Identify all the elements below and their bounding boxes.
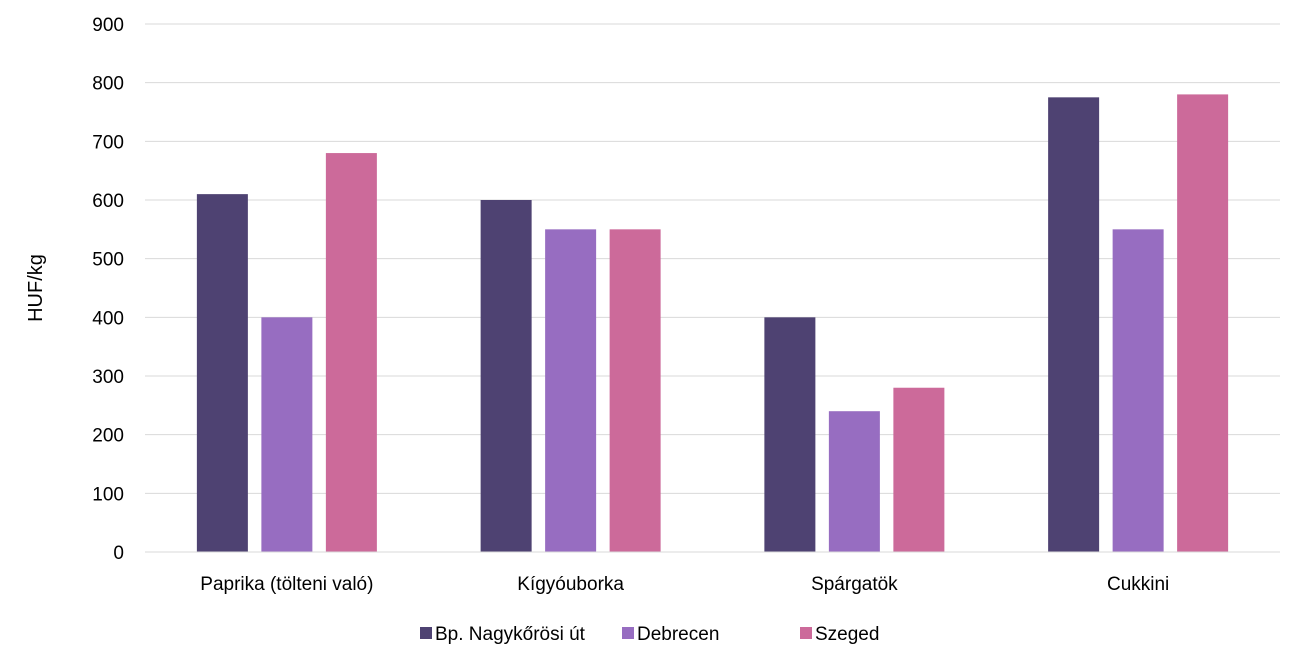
bar — [261, 317, 313, 552]
y-tick-label: 500 — [92, 250, 124, 271]
y-tick-label: 700 — [92, 132, 124, 153]
bar — [545, 229, 597, 553]
bars — [196, 94, 1229, 553]
y-tick-label: 800 — [92, 74, 124, 95]
y-tick-label: 100 — [92, 484, 124, 505]
bar — [893, 387, 945, 552]
x-tick-label: Spárgatök — [811, 574, 898, 595]
y-tick-label: 300 — [92, 367, 124, 388]
bar — [1112, 229, 1164, 553]
legend: Bp. Nagykőrösi út Debrecen Szeged — [420, 624, 879, 645]
y-axis-ticks: 0 100 200 300 400 500 600 700 800 900 — [92, 15, 124, 564]
legend-label: Debrecen — [637, 624, 719, 645]
bar — [764, 317, 816, 552]
legend-swatch — [622, 627, 634, 639]
x-tick-label: Kígyóuborka — [517, 574, 624, 595]
bar — [196, 194, 248, 552]
bar — [828, 411, 880, 552]
legend-swatch — [800, 627, 812, 639]
y-tick-label: 0 — [113, 543, 124, 564]
x-tick-label: Paprika (tölteni való) — [200, 574, 373, 595]
x-tick-label: Cukkini — [1107, 574, 1169, 595]
legend-swatch — [420, 627, 432, 639]
x-axis-ticks: Paprika (tölteni való) Kígyóuborka Spárgat… — [200, 574, 1169, 595]
y-tick-label: 600 — [92, 191, 124, 212]
y-tick-label: 200 — [92, 426, 124, 447]
y-tick-label: 400 — [92, 308, 124, 329]
bar — [1048, 97, 1100, 552]
legend-label: Szeged — [815, 624, 879, 645]
legend-label: Bp. Nagykőrösi út — [435, 624, 586, 645]
y-tick-label: 900 — [92, 15, 124, 36]
bar — [480, 200, 532, 552]
gridlines — [145, 23, 1280, 494]
bar — [609, 229, 661, 553]
bar — [1177, 94, 1229, 553]
bar — [325, 153, 377, 553]
y-axis-label: HUF/kg — [25, 254, 47, 322]
